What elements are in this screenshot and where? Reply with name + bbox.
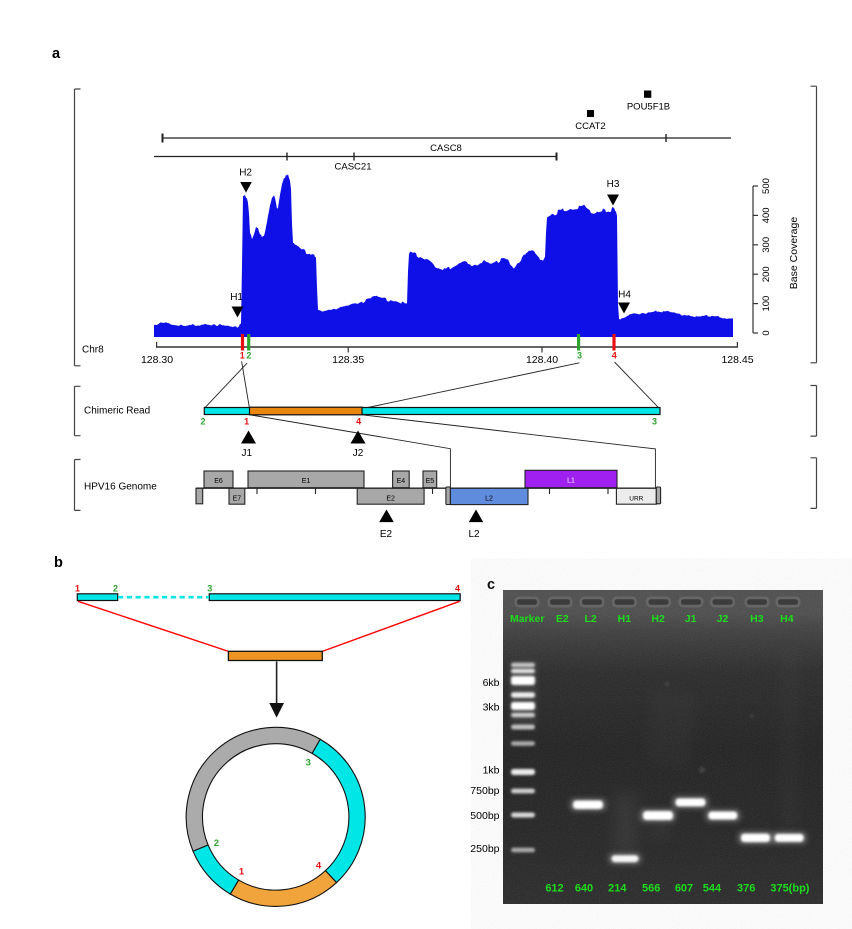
svg-text:Marker: Marker [510, 613, 544, 625]
svg-text:128.45: 128.45 [721, 354, 753, 366]
svg-text:URR: URR [629, 495, 643, 502]
svg-text:CASC21: CASC21 [335, 162, 372, 173]
svg-text:375(bp): 375(bp) [770, 883, 809, 895]
svg-text:Base Coverage: Base Coverage [788, 217, 800, 290]
svg-text:L2: L2 [468, 529, 480, 540]
svg-text:4: 4 [612, 351, 617, 361]
svg-text:640: 640 [575, 883, 593, 895]
svg-text:E2: E2 [556, 613, 569, 625]
svg-text:H3: H3 [750, 613, 764, 625]
svg-text:400: 400 [761, 207, 772, 223]
svg-text:566: 566 [642, 883, 660, 895]
svg-text:H1: H1 [618, 613, 632, 625]
svg-text:E2: E2 [386, 495, 395, 502]
svg-text:POU5F1B: POU5F1B [627, 102, 670, 113]
svg-text:128.30: 128.30 [141, 354, 173, 366]
svg-text:HPV16 Genome: HPV16 Genome [84, 482, 157, 493]
svg-text:E7: E7 [233, 495, 242, 502]
svg-text:1kb: 1kb [483, 765, 500, 777]
svg-text:J2: J2 [717, 613, 729, 625]
svg-text:3kb: 3kb [483, 702, 500, 714]
svg-text:Chimeric Read: Chimeric Read [84, 405, 150, 416]
svg-text:1: 1 [240, 351, 245, 361]
svg-text:1: 1 [75, 584, 80, 594]
svg-text:128.35: 128.35 [332, 354, 364, 366]
svg-text:3: 3 [207, 584, 212, 594]
svg-text:E4: E4 [397, 478, 406, 485]
svg-text:E2: E2 [380, 529, 393, 540]
svg-text:250bp: 250bp [470, 843, 499, 855]
svg-text:b: b [54, 555, 63, 571]
svg-text:100: 100 [761, 296, 772, 312]
svg-text:0: 0 [761, 330, 772, 335]
svg-text:CASC8: CASC8 [430, 143, 462, 154]
svg-text:H4: H4 [780, 613, 794, 625]
svg-text:H4: H4 [618, 290, 631, 301]
svg-text:3: 3 [306, 758, 311, 769]
svg-text:2: 2 [246, 351, 251, 361]
svg-text:200: 200 [761, 266, 772, 282]
svg-text:500: 500 [761, 178, 772, 194]
svg-text:544: 544 [703, 883, 722, 895]
svg-text:J1: J1 [685, 613, 697, 625]
svg-text:500bp: 500bp [470, 810, 499, 822]
svg-text:H3: H3 [607, 179, 620, 190]
svg-text:128.40: 128.40 [526, 354, 558, 366]
svg-text:2: 2 [113, 584, 118, 594]
svg-text:H1: H1 [230, 292, 243, 303]
svg-text:214: 214 [608, 883, 627, 895]
svg-text:Chr8: Chr8 [82, 345, 104, 356]
svg-text:J2: J2 [353, 448, 364, 459]
svg-text:4: 4 [316, 861, 322, 872]
svg-text:612: 612 [545, 883, 563, 895]
svg-text:1: 1 [239, 867, 245, 878]
svg-text:4: 4 [455, 584, 460, 594]
svg-text:607: 607 [675, 883, 693, 895]
svg-text:c: c [487, 577, 495, 593]
svg-text:L2: L2 [584, 613, 596, 625]
svg-text:6kb: 6kb [483, 677, 500, 689]
svg-text:E6: E6 [214, 478, 223, 485]
svg-text:3: 3 [652, 417, 657, 427]
svg-text:1: 1 [244, 417, 249, 427]
svg-text:H2: H2 [651, 613, 665, 625]
svg-text:L2: L2 [485, 496, 493, 503]
svg-text:E5: E5 [426, 478, 435, 485]
svg-text:300: 300 [761, 237, 772, 253]
svg-text:376: 376 [737, 883, 755, 895]
svg-text:E1: E1 [302, 478, 311, 485]
svg-text:CCAT2: CCAT2 [575, 121, 605, 132]
svg-text:H2: H2 [239, 168, 252, 179]
svg-text:4: 4 [356, 417, 361, 427]
svg-text:L1: L1 [567, 478, 575, 485]
svg-text:J1: J1 [242, 448, 253, 459]
svg-text:2: 2 [200, 417, 205, 427]
svg-text:2: 2 [214, 838, 219, 849]
svg-text:a: a [52, 46, 61, 62]
svg-text:750bp: 750bp [470, 785, 499, 797]
svg-text:3: 3 [577, 351, 582, 361]
